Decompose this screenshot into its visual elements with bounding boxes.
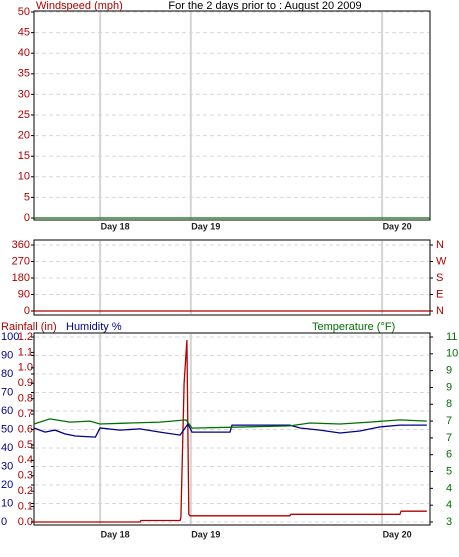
y2-tick-label: 7 [446,432,452,444]
temperature-axis-title: Temperature (°F) [312,321,395,333]
y2-tick-label: N [436,239,444,251]
y2-tick-label: W [436,255,447,267]
y3-tick-label: 1.2 [18,331,33,343]
rainfall-axis-title: Rainfall (in) [1,321,57,333]
x-tick-label: Day 19 [191,529,220,539]
series-line [33,422,427,438]
y2-tick-label: 5 [446,465,452,477]
y-tick-label: 40 [18,47,30,59]
y2-tick-label: S [436,272,443,284]
x-tick-label: Day 19 [191,221,220,231]
x-tick-label: Day 20 [383,221,412,231]
y-tick-label: 180 [12,272,30,284]
y-tick-label: 50 [1,423,13,435]
y3-tick-label: 0.3 [18,470,33,482]
y-tick-label: 270 [12,255,30,267]
y3-tick-label: 0.7 [18,408,33,420]
x-tick-label: Day 18 [101,529,130,539]
series-line [34,340,427,523]
y-tick-label: 30 [18,88,30,100]
y3-tick-label: 0.0 [18,516,33,528]
y3-tick-label: 1.0 [18,362,33,374]
y3-tick-label: 0.9 [18,377,33,389]
y3-tick-label: 0.1 [18,500,33,512]
y-tick-label: 90 [1,349,13,361]
y-tick-label: 20 [1,479,13,491]
y-tick-label: 45 [18,27,30,39]
y-tick-label: 10 [1,497,13,509]
humidity-axis-title: Humidity % [66,321,122,333]
y-tick-label: 0 [24,212,30,224]
chart-title: For the 2 days prior to : August 20 2009 [168,0,361,12]
series-line [33,418,427,429]
y2-tick-label: 9 [446,381,452,393]
y-tick-label: 0 [24,305,30,317]
y2-tick-label: 4 [446,482,452,494]
y2-tick-label: 11 [446,331,457,343]
y-tick-label: 35 [18,68,30,80]
y-tick-label: 10 [18,171,30,183]
y-tick-label: 15 [18,150,30,162]
y-tick-label: 60 [1,405,13,417]
y-axis-title: Windspeed (mph) [36,0,123,12]
y3-tick-label: 0.5 [18,439,33,451]
y2-tick-label: 7 [446,415,452,427]
y-tick-label: 0 [1,516,7,528]
y2-tick-label: N [436,305,444,317]
y-tick-label: 100 [1,331,19,343]
y2-tick-label: E [436,288,443,300]
y-tick-label: 5 [24,191,30,203]
y3-tick-label: 0.4 [18,454,33,466]
y3-tick-label: 0.6 [18,423,33,435]
y2-tick-label: 9 [446,365,452,377]
y2-tick-label: 10 [446,348,458,360]
y-tick-label: 30 [1,460,13,472]
y3-tick-label: 0.8 [18,393,33,405]
y2-tick-label: 8 [446,398,452,410]
y-tick-label: 90 [18,288,30,300]
y2-tick-label: 3 [446,516,452,528]
x-tick-label: Day 20 [383,529,412,539]
y-tick-label: 80 [1,368,13,380]
y-tick-label: 70 [1,386,13,398]
y-tick-label: 20 [18,130,30,142]
y-tick-label: 25 [18,109,30,121]
y3-tick-label: 0.2 [18,485,33,497]
x-tick-label: Day 18 [101,221,130,231]
y-tick-label: 50 [18,6,30,18]
y-tick-label: 360 [12,239,30,251]
y3-tick-label: 1.1 [18,346,33,358]
y-tick-label: 40 [1,442,13,454]
y2-tick-label: 6 [446,449,452,461]
y2-tick-label: 4 [446,499,452,511]
